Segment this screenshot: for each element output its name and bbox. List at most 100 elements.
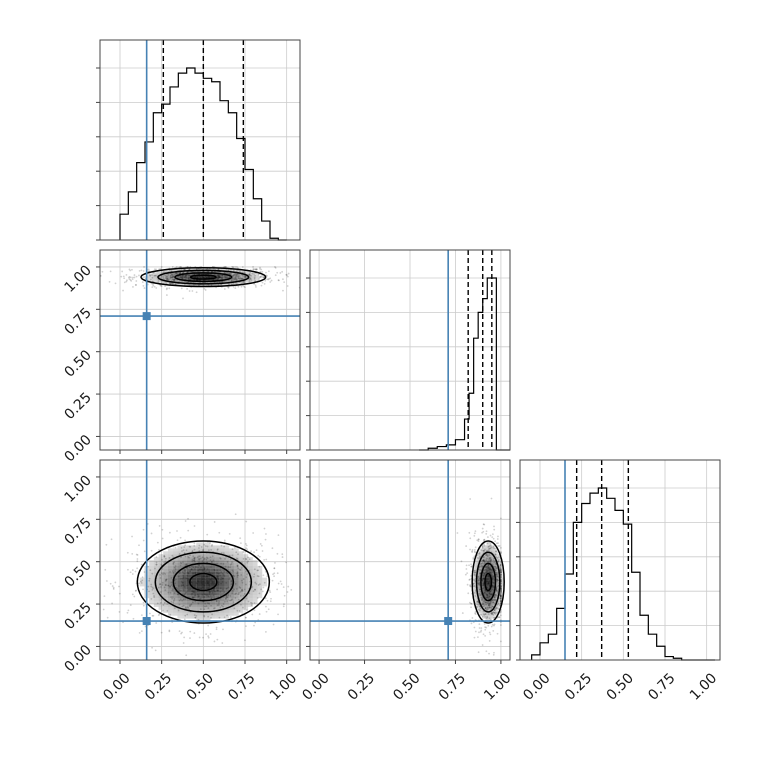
- sample-point: [241, 266, 244, 268]
- density-cell: [167, 548, 173, 552]
- sample-point: [245, 576, 248, 579]
- sample-point: [238, 568, 241, 571]
- sample-point: [238, 275, 240, 278]
- density-cell: [186, 612, 192, 616]
- sample-point: [494, 569, 497, 572]
- density-cell: [250, 272, 255, 273]
- density-cell: [478, 568, 480, 572]
- density-cell: [241, 270, 246, 272]
- sample-point: [206, 545, 209, 548]
- density-cell: [165, 278, 170, 280]
- sample-point: [500, 564, 502, 566]
- y-tick-label: 0.25: [61, 600, 94, 633]
- sample-point: [205, 556, 208, 559]
- sample-point: [500, 596, 502, 598]
- density-cell: [478, 565, 480, 569]
- density-cell: [497, 604, 500, 607]
- sample-point: [198, 558, 201, 561]
- sample-point: [245, 625, 247, 628]
- sample-point: [461, 612, 464, 614]
- sample-point: [476, 603, 479, 606]
- sample-point: [259, 543, 262, 545]
- density-cell: [167, 562, 173, 566]
- density-cell: [489, 601, 492, 605]
- sample-point: [314, 272, 316, 274]
- sample-point: [483, 538, 486, 541]
- sample-point: [142, 588, 144, 591]
- density-cell: [233, 580, 239, 584]
- density-cell: [493, 548, 495, 552]
- density-cell: [186, 615, 192, 619]
- density-cell: [257, 568, 263, 572]
- density-cell: [205, 548, 211, 552]
- sample-point: [474, 530, 477, 533]
- density-cell: [205, 592, 211, 596]
- density-cell: [196, 586, 201, 590]
- density-cell: [191, 592, 197, 596]
- density-cell: [475, 571, 477, 575]
- density-cell: [178, 272, 184, 274]
- density-cell: [174, 274, 179, 275]
- sample-point: [500, 551, 502, 554]
- density-cell: [196, 274, 202, 275]
- sample-point: [232, 601, 235, 604]
- sample-point: [496, 538, 499, 540]
- sample-point: [253, 609, 256, 612]
- sample-point: [485, 603, 487, 606]
- sample-point: [480, 596, 483, 599]
- density-cell: [177, 545, 183, 549]
- density-cell: [245, 280, 251, 281]
- density-cell: [153, 571, 159, 575]
- density-cell: [219, 571, 225, 575]
- sample-point: [205, 605, 208, 608]
- sample-point: [240, 573, 243, 576]
- sample-point: [480, 613, 483, 616]
- sample-point: [242, 277, 245, 280]
- density-cell: [475, 598, 477, 602]
- sample-point: [274, 266, 276, 268]
- sample-point: [487, 555, 489, 557]
- sample-point: [227, 566, 230, 569]
- sample-point: [496, 579, 499, 582]
- sample-point: [494, 595, 497, 598]
- sample-point: [219, 557, 222, 560]
- sample-point: [173, 279, 175, 282]
- density-cell: [484, 592, 486, 596]
- sample-point: [128, 278, 131, 280]
- density-cell: [223, 269, 228, 271]
- sample-point: [276, 588, 279, 591]
- density-cell: [232, 273, 237, 275]
- density-cell: [174, 279, 179, 281]
- sample-point: [233, 607, 236, 610]
- sample-point: [210, 544, 213, 547]
- sample-point: [228, 554, 231, 557]
- sample-point: [227, 279, 230, 282]
- density-cell: [488, 542, 490, 546]
- density-cell: [161, 271, 166, 273]
- sample-point: [191, 601, 194, 604]
- sample-point: [478, 579, 480, 581]
- sample-point: [231, 589, 234, 592]
- density-cell: [478, 574, 480, 578]
- density-cell: [177, 557, 183, 561]
- density-cell: [229, 568, 234, 572]
- density-cell: [191, 548, 197, 552]
- sample-point: [233, 274, 235, 277]
- sample-point: [179, 271, 182, 274]
- sample-point: [492, 537, 495, 540]
- sample-point: [170, 600, 173, 603]
- sample-point: [225, 266, 227, 268]
- sample-point: [218, 616, 221, 619]
- sample-point: [151, 588, 154, 591]
- sample-point: [210, 616, 212, 619]
- density-cell: [205, 270, 211, 272]
- sample-point: [500, 588, 502, 591]
- sample-point: [499, 604, 501, 607]
- sample-point: [179, 536, 182, 539]
- density-cell: [243, 554, 249, 558]
- density-cell: [252, 580, 258, 584]
- sample-point: [209, 559, 212, 562]
- sample-point: [188, 290, 191, 292]
- sample-point: [183, 636, 186, 639]
- sample-point: [193, 559, 196, 562]
